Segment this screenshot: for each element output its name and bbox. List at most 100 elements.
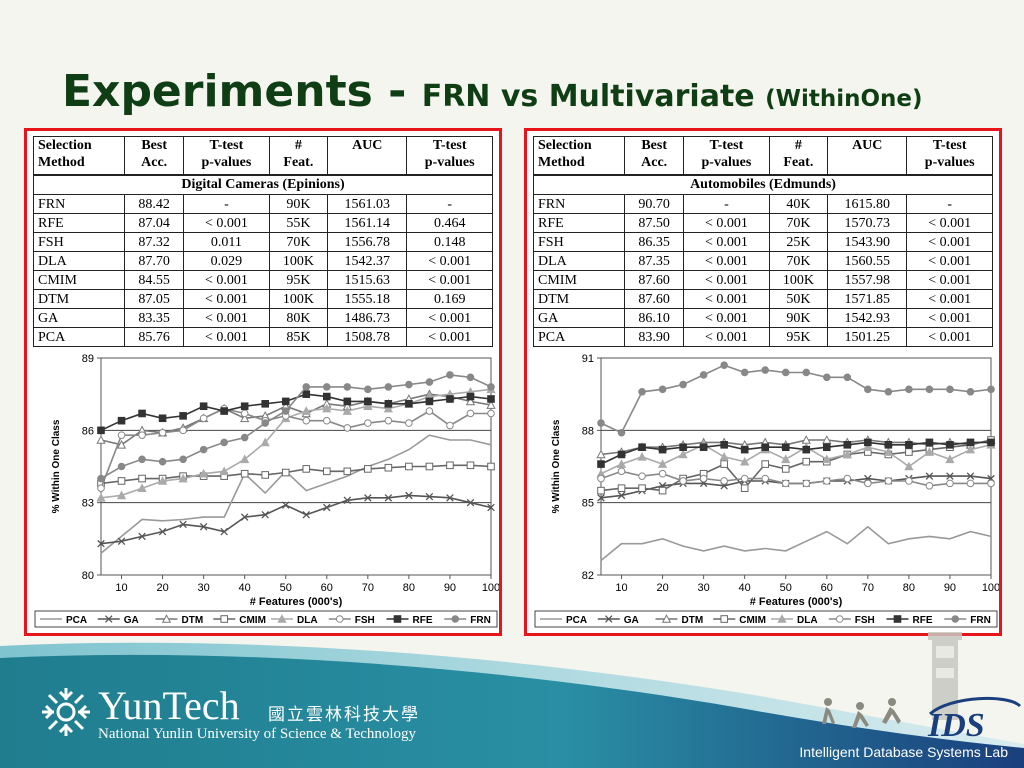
point-marker [781, 479, 790, 488]
header-text: Best [141, 138, 167, 153]
point-marker [719, 451, 729, 461]
point-marker [117, 416, 126, 425]
title-sub: FRN vs Multivariate [421, 79, 766, 114]
point-marker [446, 371, 454, 379]
point-marker [138, 455, 146, 464]
point-marker [302, 465, 311, 473]
table-cell: 83.90 [624, 327, 685, 347]
point-marker [761, 460, 770, 468]
x-axis-label: # Features (000's) [750, 596, 843, 608]
point-marker [945, 454, 955, 464]
table-cell: GA [32, 308, 126, 328]
point-marker [597, 494, 605, 502]
table-cell: < 0.001 [183, 308, 270, 328]
table-cell: 70K [768, 251, 829, 271]
point-marker [138, 474, 146, 483]
legend-label: DLA [797, 615, 818, 626]
point-marker [302, 383, 311, 391]
point-marker [138, 532, 146, 541]
series-pca [600, 525, 992, 562]
legend-label: GA [624, 615, 639, 626]
point-marker [781, 465, 790, 473]
point-marker [638, 484, 646, 492]
point-marker [240, 513, 249, 521]
table-cell: < 0.001 [906, 232, 993, 252]
title-main: Experiments - [62, 66, 422, 117]
series-fsh [597, 467, 995, 490]
point-marker [364, 397, 372, 406]
point-marker [179, 455, 187, 464]
table-cell: < 0.001 [906, 213, 993, 233]
point-marker [661, 614, 672, 623]
point-marker [281, 397, 290, 406]
point-marker [761, 474, 770, 483]
y-tick-label: 85 [582, 498, 594, 510]
table-cell: 70K [268, 232, 329, 252]
point-marker [884, 477, 893, 485]
point-marker [904, 461, 914, 471]
point-marker [617, 491, 626, 500]
header-text: AUC [352, 138, 383, 153]
point-marker [761, 443, 770, 452]
header-text: T-test [209, 138, 244, 153]
table-cell: RFE [32, 213, 126, 233]
table-row: GA 83.35 < 0.001 80K 1486.73 < 0.001 [32, 308, 493, 328]
point-marker [220, 527, 228, 536]
table-cell: 100K [268, 251, 329, 271]
ids-logo-icon: IDS [927, 697, 1022, 744]
table-cell: 83.35 [124, 308, 185, 328]
point-marker [158, 428, 167, 437]
svg-text:IDS: IDS [927, 707, 985, 744]
point-marker [487, 409, 495, 418]
header-text: # [794, 138, 802, 153]
point-marker [699, 371, 708, 379]
table-cell: FSH [32, 232, 126, 252]
point-marker [158, 414, 167, 423]
table-cell: 1508.78 [327, 327, 408, 347]
point-marker [199, 414, 208, 423]
point-marker [843, 474, 852, 483]
point-marker [487, 462, 495, 471]
point-marker [261, 471, 270, 479]
table-cell: 1557.98 [827, 270, 908, 290]
table-cell: 0.029 [183, 251, 270, 271]
point-marker [638, 472, 646, 480]
x-tick-label: 100 [482, 582, 499, 594]
series-line [100, 494, 492, 545]
point-marker [951, 615, 960, 623]
point-marker [946, 472, 954, 480]
point-marker [638, 387, 646, 396]
legend-item: CMIM [213, 615, 266, 626]
legend-label: RFE [413, 615, 433, 626]
legend-label: CMIM [739, 615, 766, 626]
point-marker [802, 457, 811, 466]
point-marker [116, 490, 127, 500]
point-marker [679, 477, 687, 485]
table-cell: 1501.25 [827, 327, 908, 347]
table-cell: 55K [268, 213, 329, 233]
point-marker [466, 498, 475, 507]
table-cell: 84.55 [124, 270, 185, 290]
header-text: T-test [709, 138, 744, 153]
point-marker [720, 441, 728, 449]
table-cell: - [906, 194, 993, 214]
legend-item: PCA [40, 615, 87, 626]
point-marker [966, 472, 975, 480]
point-marker [405, 380, 413, 389]
legend-label: CMIM [239, 615, 266, 626]
table-cell: 70K [768, 213, 829, 233]
yuntech-english-name: National Yunlin University of Science & … [98, 726, 417, 742]
y-axis-label: % Within One Class [51, 419, 62, 513]
table-header-cell: Selection Method [32, 136, 126, 176]
point-marker [219, 466, 229, 476]
point-marker [451, 615, 460, 623]
point-marker [158, 457, 167, 466]
table-header-cell: # Feat. [768, 136, 829, 176]
point-marker [96, 492, 106, 502]
header-text: T-test [932, 138, 967, 153]
table-row: PCA 85.76 < 0.001 85K 1508.78 < 0.001 [32, 327, 493, 347]
table-cell: 1542.37 [327, 251, 408, 271]
clock-tower-icon [928, 632, 962, 720]
table-cell: < 0.001 [683, 289, 770, 309]
point-marker [466, 373, 475, 382]
